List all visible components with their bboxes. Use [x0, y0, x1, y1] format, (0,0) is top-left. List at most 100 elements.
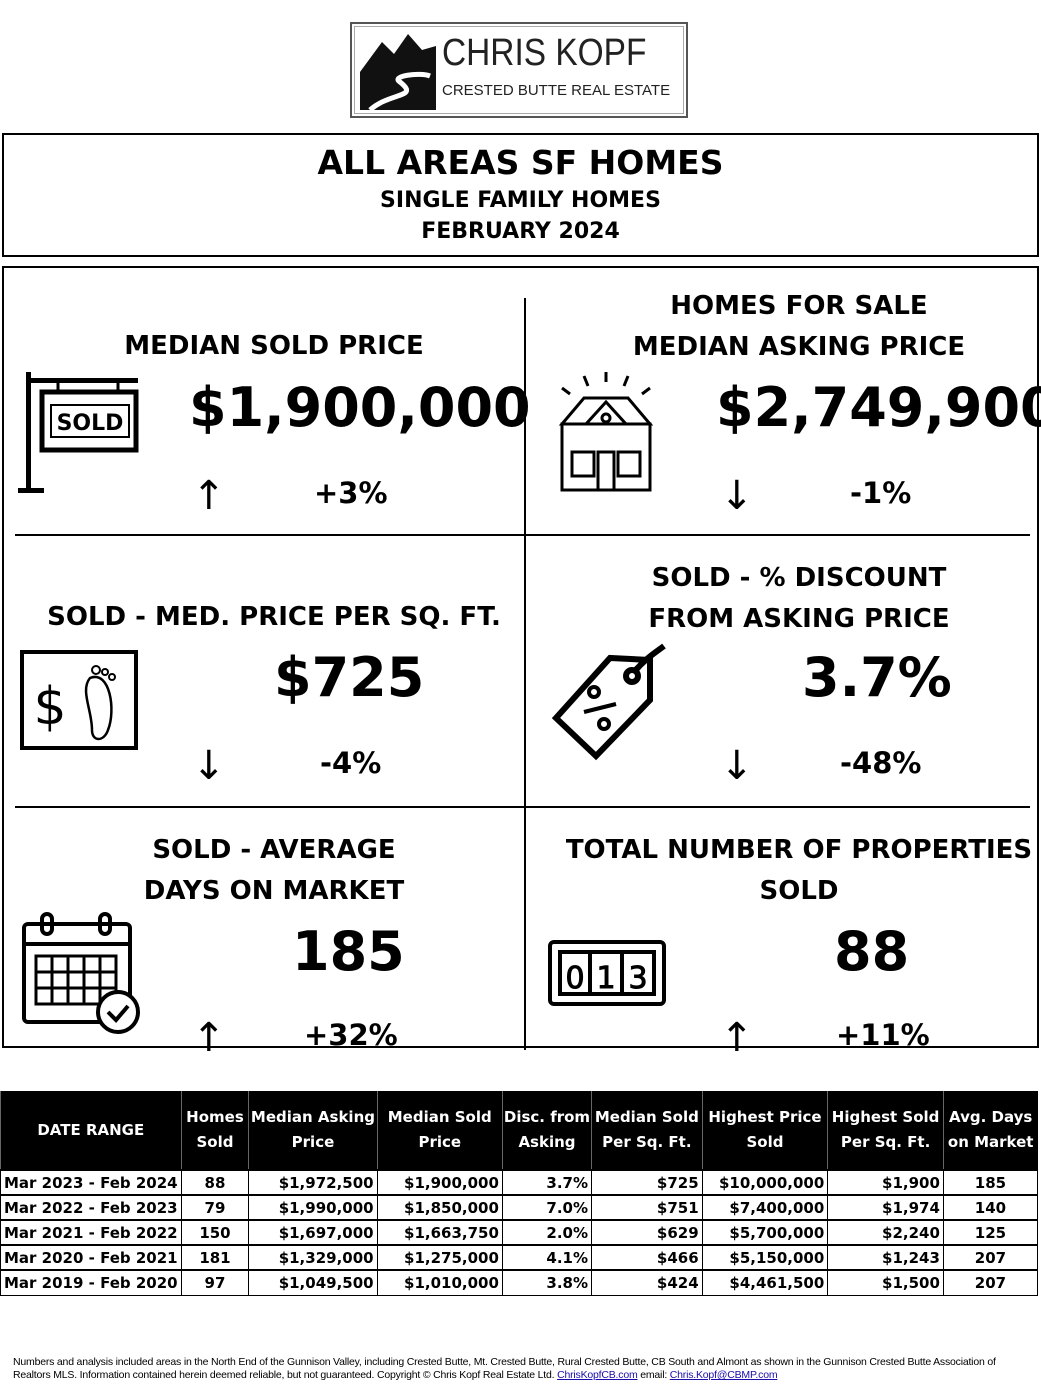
metric-label: FROM ASKING PRICE [648, 604, 950, 634]
email-link[interactable]: Chris.Kopf@CBMP.com [669, 1369, 778, 1381]
column-header: Highest Sold Per Sq. Ft. [827, 1091, 944, 1170]
table-cell: 88 [180, 1169, 250, 1196]
column-header: Disc. from Asking [501, 1091, 592, 1170]
table-cell: $1,900,000 [376, 1169, 503, 1196]
table-cell: $424 [591, 1269, 703, 1296]
table-row: Mar 2021 - Feb 2022 150 $1,697,000 $1,663,7… [0, 1219, 1039, 1246]
table-cell: $1,900 [827, 1169, 944, 1196]
table-cell: 4.1% [501, 1244, 593, 1271]
table-cell: 125 [942, 1219, 1039, 1246]
table-cell: 207 [942, 1244, 1039, 1271]
metric-value: $725 [274, 646, 425, 709]
table-cell: $4,461,500 [701, 1269, 829, 1296]
table-cell: $1,243 [827, 1244, 944, 1271]
table-cell: $1,049,500 [248, 1269, 378, 1296]
column-header: Avg. Days on Market [942, 1091, 1038, 1170]
metric-value: 3.7% [802, 646, 952, 709]
page-title: ALL AREAS SF HOMES [317, 143, 724, 182]
table-cell: 97 [180, 1269, 250, 1296]
metrics-panel: MEDIAN SOLD PRICE SOLD $1,900,000 ↑ +3% … [2, 266, 1041, 1058]
counter-icon: 0 1 3 [548, 940, 666, 1006]
metric-change: -1% [850, 476, 912, 510]
divider [15, 534, 1030, 536]
table-cell: 140 [942, 1194, 1039, 1221]
svg-text:$: $ [33, 677, 66, 737]
history-table: DATE RANGE Homes Sold Median Asking Pric… [0, 1091, 1039, 1296]
table-cell: 7.0% [501, 1194, 593, 1221]
table-cell: $1,663,750 [376, 1219, 503, 1246]
table-cell: $10,000,000 [701, 1169, 829, 1196]
table-cell: $1,010,000 [376, 1269, 503, 1296]
column-header: DATE RANGE [0, 1091, 182, 1170]
table-cell: $1,275,000 [376, 1244, 503, 1271]
arrow-down-icon: ↓ [720, 743, 754, 789]
arrow-up-icon: ↑ [192, 473, 226, 519]
table-cell: $1,974 [827, 1194, 944, 1221]
metric-change: +11% [836, 1018, 930, 1052]
table-cell: $725 [591, 1169, 703, 1196]
table-cell: $5,150,000 [701, 1244, 829, 1271]
metric-label: HOMES FOR SALE [670, 291, 928, 321]
logo: CHRIS KOPF CRESTED BUTTE REAL ESTATE [350, 22, 688, 118]
table-cell: Mar 2021 - Feb 2022 [0, 1219, 182, 1246]
mountain-logo-icon [360, 34, 436, 110]
table-cell: 2.0% [501, 1219, 593, 1246]
metric-label: SOLD - % DISCOUNT [651, 563, 947, 593]
table-cell: 3.7% [501, 1169, 593, 1196]
table-cell: $751 [591, 1194, 703, 1221]
arrow-up-icon: ↑ [192, 1015, 226, 1061]
logo-name: CHRIS KOPF [442, 32, 647, 74]
metric-change: +3% [314, 476, 388, 510]
metric-label: SOLD [759, 876, 839, 906]
svg-text:1: 1 [596, 961, 615, 996]
divider [524, 298, 526, 1050]
metric-label: TOTAL NUMBER OF PROPERTIES [565, 835, 1033, 865]
table-cell: 181 [180, 1244, 250, 1271]
table-cell: 185 [942, 1169, 1039, 1196]
table-cell: $1,329,000 [248, 1244, 378, 1271]
page-subtitle: SINGLE FAMILY HOMES [380, 188, 661, 213]
table-cell: 3.8% [501, 1269, 593, 1296]
svg-text:SOLD: SOLD [57, 411, 124, 436]
sold-sign-icon: SOLD [18, 372, 139, 493]
report-period: FEBRUARY 2024 [421, 219, 620, 244]
metric-label: SOLD - MED. PRICE PER SQ. FT. [47, 602, 501, 632]
column-header: Median Asking Price [248, 1091, 378, 1170]
discount-tag-icon [551, 643, 666, 761]
table-cell: $2,240 [827, 1219, 944, 1246]
table-cell: 150 [180, 1219, 250, 1246]
table-cell: 79 [180, 1194, 250, 1221]
table-cell: Mar 2022 - Feb 2023 [0, 1194, 182, 1221]
table-cell: $1,500 [827, 1269, 944, 1296]
column-header: Highest Price Sold [701, 1091, 828, 1170]
divider [15, 806, 1030, 808]
table-cell: 207 [942, 1269, 1039, 1296]
dollar-footprint-icon: $ [20, 650, 138, 750]
calendar-check-icon [22, 912, 140, 1034]
website-link[interactable]: ChrisKopfCB.com [557, 1369, 638, 1381]
metric-label: MEDIAN ASKING PRICE [632, 332, 966, 362]
report-header: ALL AREAS SF HOMES SINGLE FAMILY HOMES F… [2, 133, 1039, 257]
table-cell: $7,400,000 [701, 1194, 829, 1221]
arrow-up-icon: ↑ [720, 1015, 754, 1061]
table-cell: Mar 2023 - Feb 2024 [0, 1169, 182, 1196]
table-cell: $1,990,000 [248, 1194, 378, 1221]
disclaimer-text: Numbers and analysis included areas in t… [13, 1356, 996, 1381]
email-label: email: [640, 1369, 668, 1381]
column-header: Median Sold Per Sq. Ft. [591, 1091, 703, 1170]
table-row: Mar 2020 - Feb 2021 181 $1,329,000 $1,275,0… [0, 1244, 1039, 1271]
table-cell: Mar 2019 - Feb 2020 [0, 1269, 182, 1296]
metric-label: MEDIAN SOLD PRICE [124, 331, 424, 361]
metric-label: DAYS ON MARKET [143, 876, 405, 906]
arrow-down-icon: ↓ [720, 473, 754, 519]
footer-disclaimer: Numbers and analysis included areas in t… [13, 1356, 1023, 1382]
table-row: Mar 2022 - Feb 2023 79 $1,990,000 $1,850,00… [0, 1194, 1039, 1221]
logo-subtitle: CRESTED BUTTE REAL ESTATE [442, 82, 671, 99]
table-row: Mar 2023 - Feb 2024 88 $1,972,500 $1,900,00… [0, 1169, 1039, 1196]
table-header-row: DATE RANGE Homes Sold Median Asking Pric… [0, 1091, 1038, 1170]
table-cell: $5,700,000 [701, 1219, 829, 1246]
metric-value: $1,900,000 [189, 376, 531, 439]
table-cell: $1,972,500 [248, 1169, 378, 1196]
house-icon [558, 372, 654, 492]
metric-change: -4% [320, 746, 382, 780]
